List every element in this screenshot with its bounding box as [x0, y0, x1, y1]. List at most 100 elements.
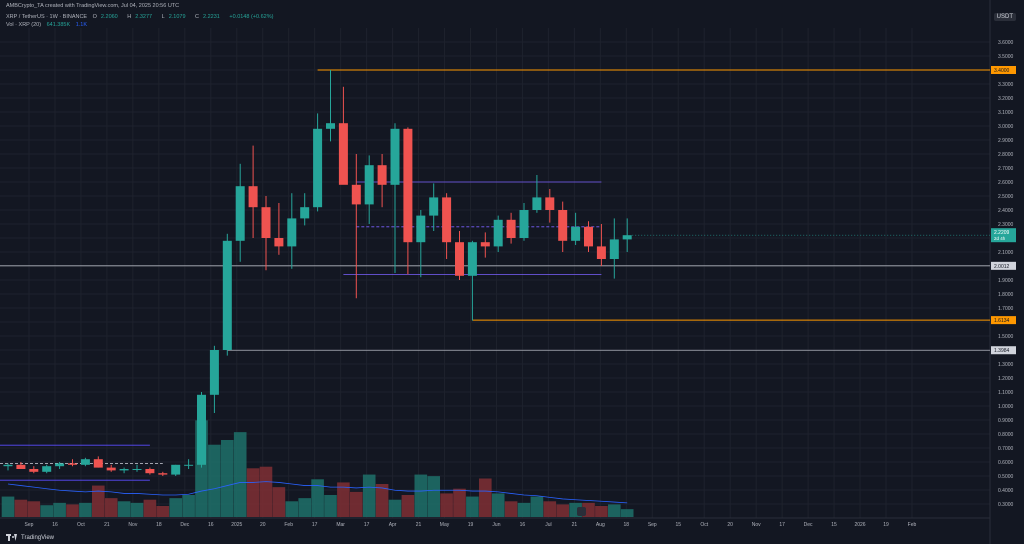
x-tick-label: May	[440, 522, 450, 528]
volume-label: Vol · XRP (20)	[6, 22, 42, 28]
x-tick-label: Nov	[752, 522, 761, 528]
candle-body	[364, 165, 374, 205]
candle-body	[506, 219, 516, 238]
candle-body	[261, 207, 271, 238]
current-price-label: 2.2209	[994, 230, 1010, 236]
candle-body	[55, 463, 65, 467]
volume-bar	[595, 506, 608, 517]
volume-bar	[221, 440, 234, 517]
x-tick-label: 19	[883, 522, 889, 528]
candle-body	[132, 469, 142, 470]
candle-body	[596, 246, 606, 259]
tradingview-logo: TradingView	[6, 534, 54, 541]
y-tick-label: 2.1000	[998, 250, 1014, 256]
volume-bar	[1, 496, 15, 517]
candle-body	[106, 467, 116, 471]
y-tick-label: 0.9000	[998, 418, 1014, 424]
volume-bar	[388, 499, 402, 517]
volume-bar	[40, 505, 53, 517]
y-tick-label: 3.2000	[998, 96, 1014, 102]
y-tick-label: 3.3000	[998, 82, 1014, 88]
x-tick-label: Aug	[596, 522, 605, 528]
x-tick-label: 16	[520, 522, 526, 528]
volume-bar	[350, 491, 363, 517]
y-tick-label: 0.4000	[998, 488, 1014, 494]
candle-body	[171, 464, 181, 475]
ohlc-change: +0.0148 (+0.62%)	[229, 14, 274, 20]
settings-icon[interactable]	[577, 507, 586, 516]
volume-ma-line	[7, 481, 628, 504]
x-tick-label: Apr	[389, 522, 397, 528]
x-tick-label: 19	[468, 522, 474, 528]
y-tick-label: 1.1000	[998, 390, 1014, 396]
x-tick-label: Jun	[492, 522, 500, 528]
symbol-title: XRP / TetherUS · 1W · BINANCE	[6, 14, 88, 20]
volume-bar	[143, 499, 157, 517]
volume-bar	[117, 501, 131, 517]
volume-bar	[156, 506, 170, 517]
candle-body	[29, 469, 39, 472]
x-tick-label: 16	[52, 522, 58, 528]
candle-body	[184, 464, 194, 466]
x-tick-label: Jul	[545, 522, 551, 528]
y-tick-label: 1.9000	[998, 278, 1014, 284]
candle-body	[429, 197, 439, 216]
x-tick-label: 2026	[854, 522, 865, 528]
volume-bar	[285, 501, 299, 517]
x-tick-label: 21	[104, 522, 110, 528]
candle-body	[416, 215, 426, 243]
candle-body	[519, 210, 529, 238]
volume-bar	[246, 468, 260, 517]
candle-body	[222, 240, 232, 350]
candle-body	[287, 218, 297, 247]
volume-bar	[337, 482, 350, 517]
x-tick-label: Mar	[336, 522, 345, 528]
created-by-text: AMBCrypto_TA created with TradingView.co…	[6, 3, 180, 9]
volume-bar	[130, 502, 144, 517]
y-tick-label: 0.7000	[998, 446, 1014, 452]
x-tick-label: Nov	[128, 522, 137, 528]
volume-bar	[182, 495, 195, 517]
volume-bar	[104, 498, 118, 517]
x-tick-label: Oct	[77, 522, 85, 528]
y-tick-label: 1.5000	[998, 334, 1014, 340]
y-tick-label: 1.2000	[998, 376, 1014, 382]
x-tick-label: Sep	[648, 522, 657, 528]
candle-body	[390, 128, 400, 185]
candle-body	[584, 226, 593, 247]
x-tick-label: 17	[364, 522, 370, 528]
volume-legend[interactable]: Vol · XRP (20) 641.385K 1.1K	[6, 22, 91, 28]
y-tick-label: 0.8000	[998, 432, 1014, 438]
candle-body	[158, 473, 168, 475]
candle-body	[403, 128, 413, 243]
volume-bar	[620, 509, 634, 517]
volume-ma-value: 1.1K	[75, 22, 88, 28]
candle-body	[16, 464, 26, 469]
ohlc-high: H 2.3277	[127, 14, 153, 20]
y-tick-label: 3.1000	[998, 110, 1014, 116]
level-badge	[991, 316, 1016, 325]
x-tick-label: Sep	[25, 522, 34, 528]
volume-bar	[530, 496, 544, 517]
tradingview-logo-icon	[6, 534, 18, 541]
candle-body	[351, 184, 361, 205]
tradingview-logo-text: TradingView	[21, 534, 55, 541]
x-tick-label: 15	[675, 522, 681, 528]
candle-body	[467, 242, 477, 276]
x-tick-label: Feb	[908, 522, 917, 528]
y-tick-label: 2.6000	[998, 180, 1014, 186]
y-tick-label: 2.3000	[998, 222, 1014, 228]
volume-bar	[259, 466, 273, 517]
current-price-countdown: 2d 4h	[994, 236, 1006, 241]
y-tick-label: 2.5000	[998, 194, 1014, 200]
volume-bar	[298, 498, 311, 517]
currency-badge[interactable]: USDT	[993, 13, 1016, 21]
candle-body	[326, 123, 335, 129]
volume-bar	[233, 432, 247, 517]
level-badge	[991, 66, 1016, 74]
x-tick-label: 2025	[231, 522, 242, 528]
volume-bar	[14, 499, 28, 517]
